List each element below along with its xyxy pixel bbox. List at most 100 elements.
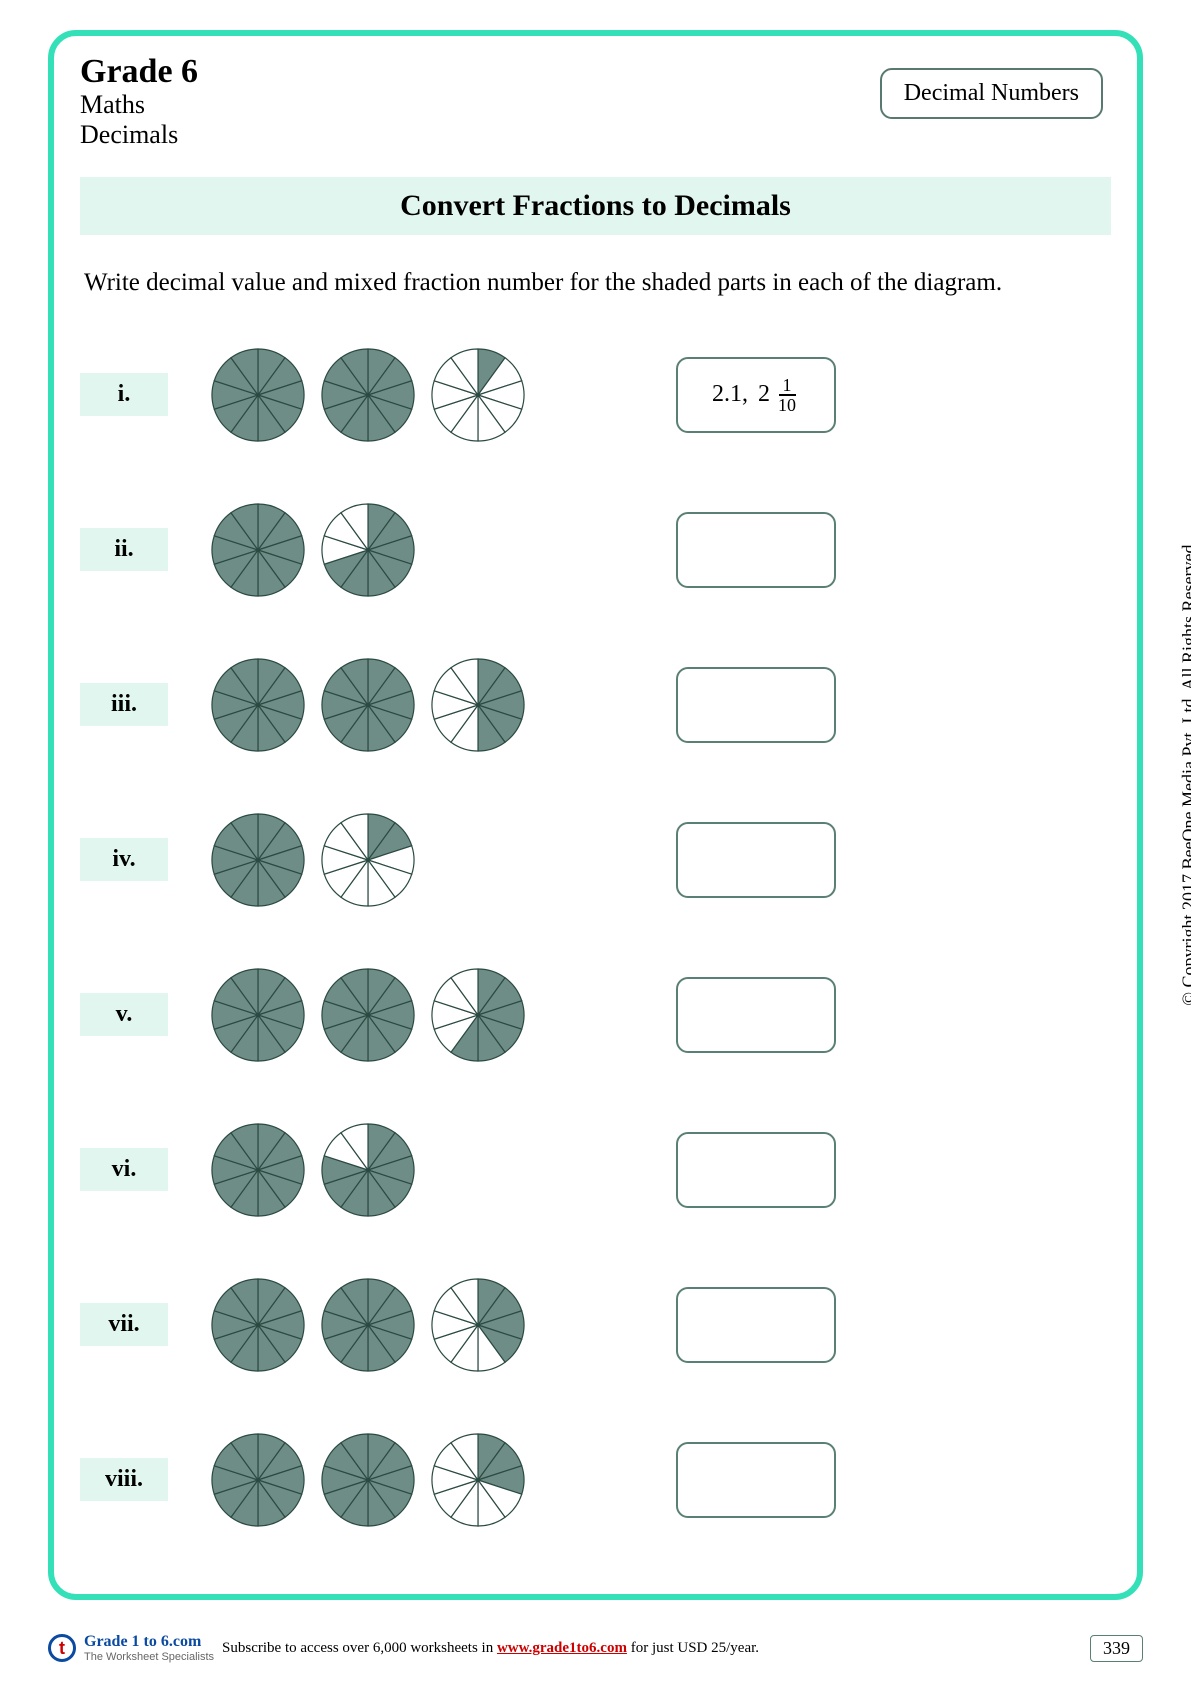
footer-post: for just USD 25/year. xyxy=(627,1640,759,1656)
numeral-box: iii. xyxy=(80,683,168,726)
numeral-box: v. xyxy=(80,993,168,1036)
numeral-box: vi. xyxy=(80,1148,168,1191)
pie-circle-icon xyxy=(320,1432,416,1528)
circle-holder xyxy=(320,1122,416,1218)
question-row: vi. xyxy=(80,1092,1111,1247)
brand-line2: The Worksheet Specialists xyxy=(84,1651,214,1663)
answer-area xyxy=(676,977,836,1053)
circle-holder xyxy=(210,967,306,1063)
answer-box[interactable] xyxy=(676,1442,836,1518)
answer-box[interactable] xyxy=(676,667,836,743)
pie-circle-icon xyxy=(430,1277,526,1373)
answer-area: 2.1, 2110 xyxy=(676,357,836,433)
pie-circle-icon xyxy=(430,967,526,1063)
pie-circle-icon xyxy=(320,347,416,443)
question-row: iii. xyxy=(80,627,1111,782)
question-row: v. xyxy=(80,937,1111,1092)
subject-label: Maths xyxy=(80,90,198,120)
footer-link[interactable]: www.grade1to6.com xyxy=(497,1640,627,1656)
answer-box[interactable] xyxy=(676,512,836,588)
circle-holder xyxy=(210,1122,306,1218)
pie-circle-icon xyxy=(210,967,306,1063)
circle-holder xyxy=(320,502,416,598)
fraction-denominator: 10 xyxy=(774,396,800,414)
footer-text: Subscribe to access over 6,000 worksheet… xyxy=(222,1640,759,1657)
numeral-box: viii. xyxy=(80,1458,168,1501)
circle-holder xyxy=(210,657,306,753)
circle-holder xyxy=(210,1277,306,1373)
question-row: vii. xyxy=(80,1247,1111,1402)
answer-area xyxy=(676,1287,836,1363)
circle-holder xyxy=(430,657,526,753)
pie-circle-icon xyxy=(430,1432,526,1528)
copyright-text: © Copyright 2017 BeeOne Media Pvt. Ltd. … xyxy=(1179,540,1191,1006)
circle-group xyxy=(210,967,590,1063)
circle-holder xyxy=(320,1432,416,1528)
circle-holder xyxy=(320,967,416,1063)
pie-circle-icon xyxy=(320,657,416,753)
circle-group xyxy=(210,347,590,443)
circle-holder xyxy=(210,1432,306,1528)
footer-brand: Grade 1 to 6.com The Worksheet Specialis… xyxy=(84,1633,214,1663)
title-bar: Convert Fractions to Decimals xyxy=(80,177,1111,235)
circle-group xyxy=(210,1122,590,1218)
question-row: viii. xyxy=(80,1402,1111,1557)
circle-holder xyxy=(210,812,306,908)
pie-circle-icon xyxy=(320,502,416,598)
fraction-numerator: 1 xyxy=(779,376,796,396)
circle-holder xyxy=(210,502,306,598)
pie-circle-icon xyxy=(210,1277,306,1373)
header-row: Grade 6 Maths Decimals Decimal Numbers xyxy=(80,54,1111,163)
circle-holder xyxy=(210,347,306,443)
header-left: Grade 6 Maths Decimals xyxy=(80,54,198,149)
circle-holder xyxy=(320,1277,416,1373)
grade-label: Grade 6 xyxy=(80,54,198,90)
chapter-label: Decimals xyxy=(80,120,198,150)
answer-area xyxy=(676,1442,836,1518)
numeral-box: i. xyxy=(80,373,168,416)
numeral-box: vii. xyxy=(80,1303,168,1346)
circle-group xyxy=(210,502,590,598)
circle-holder xyxy=(430,1432,526,1528)
pie-circle-icon xyxy=(210,347,306,443)
footer-left: t Grade 1 to 6.com The Worksheet Special… xyxy=(48,1633,759,1663)
pie-circle-icon xyxy=(210,657,306,753)
circle-holder xyxy=(430,1277,526,1373)
answer-decimal: 2.1, xyxy=(712,381,748,408)
numeral-box: iv. xyxy=(80,838,168,881)
footer-pre: Subscribe to access over 6,000 worksheet… xyxy=(222,1640,497,1656)
pie-circle-icon xyxy=(430,657,526,753)
answer-mixed: 2110 xyxy=(758,376,800,414)
answer-area xyxy=(676,822,836,898)
question-rows: i. 2.1, 2110 ii. iii. iv. v. vi. vii. viii. xyxy=(80,317,1111,1557)
answer-area xyxy=(676,512,836,588)
answer-box[interactable] xyxy=(676,822,836,898)
pie-circle-icon xyxy=(430,347,526,443)
circle-holder xyxy=(430,967,526,1063)
pie-circle-icon xyxy=(320,1122,416,1218)
pie-circle-icon xyxy=(320,1277,416,1373)
circle-group xyxy=(210,1277,590,1373)
pie-circle-icon xyxy=(210,1432,306,1528)
brand-logo-icon: t xyxy=(48,1634,76,1662)
numeral-box: ii. xyxy=(80,528,168,571)
circle-group xyxy=(210,1432,590,1528)
question-row: iv. xyxy=(80,782,1111,937)
circle-holder xyxy=(320,812,416,908)
topic-pill: Decimal Numbers xyxy=(880,68,1103,119)
answer-box[interactable]: 2.1, 2110 xyxy=(676,357,836,433)
mixed-fraction: 110 xyxy=(774,376,800,414)
answer-area xyxy=(676,667,836,743)
page-number: 339 xyxy=(1090,1635,1143,1662)
footer: t Grade 1 to 6.com The Worksheet Special… xyxy=(48,1633,1143,1663)
answer-box[interactable] xyxy=(676,977,836,1053)
mixed-whole: 2 xyxy=(758,381,770,408)
pie-circle-icon xyxy=(210,812,306,908)
circle-holder xyxy=(430,347,526,443)
worksheet-frame: Grade 6 Maths Decimals Decimal Numbers C… xyxy=(48,30,1143,1600)
pie-circle-icon xyxy=(210,1122,306,1218)
answer-box[interactable] xyxy=(676,1132,836,1208)
answer-box[interactable] xyxy=(676,1287,836,1363)
pie-circle-icon xyxy=(320,812,416,908)
instruction-text: Write decimal value and mixed fraction n… xyxy=(84,269,1107,297)
